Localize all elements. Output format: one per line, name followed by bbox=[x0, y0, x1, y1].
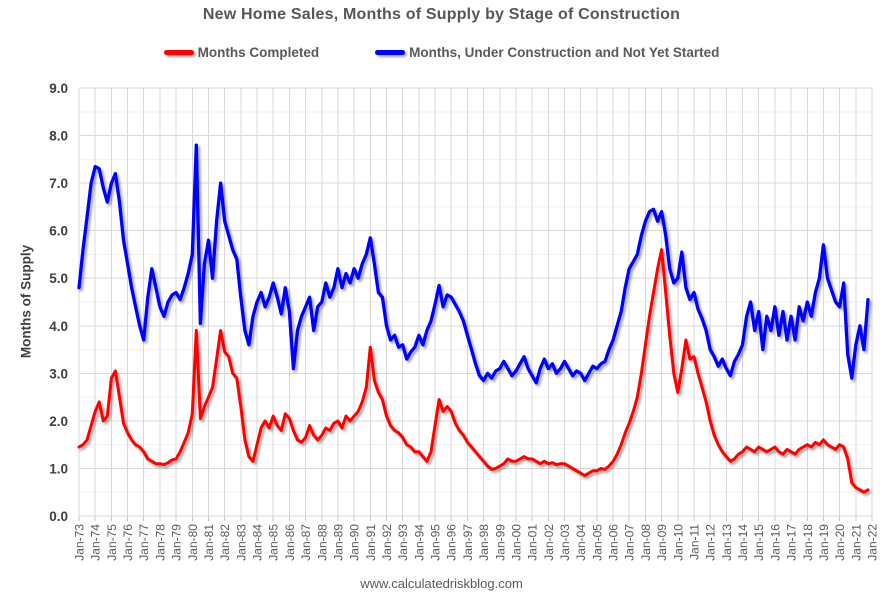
x-tick-label: Jan-16 bbox=[768, 524, 782, 561]
x-tick-label: Jan-12 bbox=[704, 524, 718, 561]
legend: Months Completed Months, Under Construct… bbox=[0, 45, 883, 60]
y-tick-label: 4.0 bbox=[49, 319, 68, 334]
x-tick-label: Jan-18 bbox=[801, 524, 815, 561]
x-tick-label: Jan-07 bbox=[623, 524, 637, 561]
legend-item-completed: Months Completed bbox=[163, 45, 320, 60]
x-tick-label: Jan-20 bbox=[833, 524, 847, 561]
x-tick-label: Jan-86 bbox=[283, 524, 297, 561]
x-tick-label: Jan-01 bbox=[526, 524, 540, 561]
legend-swatch-completed-line bbox=[163, 50, 194, 55]
legend-swatch-under-construction-line bbox=[375, 50, 406, 55]
major-gridlines bbox=[78, 87, 873, 517]
x-tick-label: Jan-22 bbox=[866, 524, 880, 561]
x-tick-label: Jan-83 bbox=[234, 524, 248, 561]
x-tick-label: Jan-73 bbox=[73, 524, 87, 561]
y-tick-label: 1.0 bbox=[49, 461, 68, 476]
x-tick-label: Jan-88 bbox=[315, 524, 329, 561]
y-tick-label: 0.0 bbox=[49, 509, 68, 524]
y-tick-label: 6.0 bbox=[49, 224, 68, 239]
x-tick-label: Jan-78 bbox=[153, 524, 167, 561]
x-tick-label: Jan-77 bbox=[137, 524, 151, 561]
x-tick-label: Jan-79 bbox=[170, 524, 184, 561]
footer-url: www.calculatedriskblog.com bbox=[360, 576, 523, 591]
minor-gridlines bbox=[79, 111, 872, 493]
x-tick-label: Jan-96 bbox=[445, 524, 459, 561]
x-tick-label: Jan-19 bbox=[817, 524, 831, 561]
x-tick-label: Jan-04 bbox=[574, 524, 588, 561]
x-tick-label: Jan-03 bbox=[558, 524, 572, 561]
y-tick-labels: 0.0 1.0 2.0 3.0 4.0 5.0 6.0 7.0 8.0 9.0 bbox=[49, 81, 68, 524]
x-tick-label: Jan-90 bbox=[348, 524, 362, 561]
legend-label-under-construction: Months, Under Construction and Not Yet S… bbox=[409, 45, 720, 60]
x-tick-label: Jan-85 bbox=[267, 524, 281, 561]
x-tick-label: Jan-15 bbox=[752, 524, 766, 561]
x-tick-label: Jan-11 bbox=[687, 524, 701, 560]
legend-item-under-construction: Months, Under Construction and Not Yet S… bbox=[375, 45, 719, 60]
y-tick-label: 7.0 bbox=[49, 176, 68, 191]
x-tick-label: Jan-91 bbox=[364, 524, 378, 561]
x-tick-label: Jan-84 bbox=[251, 524, 265, 561]
x-tick-label: Jan-00 bbox=[509, 524, 523, 561]
x-tick-label: Jan-97 bbox=[461, 524, 475, 561]
series-line-under-construction-not-started bbox=[77, 143, 870, 385]
x-tick-label: Jan-05 bbox=[590, 524, 604, 561]
x-tick-label: Jan-74 bbox=[89, 524, 103, 561]
x-tick-label: Jan-06 bbox=[607, 524, 621, 561]
x-tick-label: Jan-93 bbox=[396, 524, 410, 561]
x-tick-label: Jan-02 bbox=[542, 524, 556, 561]
y-tick-label: 8.0 bbox=[49, 129, 68, 144]
x-tick-label: Jan-82 bbox=[218, 524, 232, 561]
series-line-completed bbox=[77, 248, 870, 494]
x-tick-label: Jan-13 bbox=[720, 524, 734, 561]
x-tick-labels: Jan-73 Jan-74 Jan-75 Jan-76 Jan-77 Jan-78 Jan-… bbox=[73, 524, 880, 561]
x-tick-label: Jan-08 bbox=[639, 524, 653, 561]
x-tick-label: Jan-95 bbox=[429, 524, 443, 561]
x-tick-label: Jan-99 bbox=[493, 524, 507, 561]
y-tick-label: 5.0 bbox=[49, 271, 68, 286]
chart-title: New Home Sales, Months of Supply by Stag… bbox=[202, 6, 681, 23]
x-tick-label: Jan-89 bbox=[331, 524, 345, 561]
x-tick-label: Jan-98 bbox=[477, 524, 491, 561]
y-tick-label: 2.0 bbox=[49, 414, 68, 429]
x-tick-label: Jan-75 bbox=[105, 524, 119, 561]
x-tick-label: Jan-21 bbox=[849, 524, 863, 561]
x-tick-label: Jan-14 bbox=[736, 524, 750, 561]
x-axis-ticks bbox=[78, 516, 873, 521]
x-tick-label: Jan-94 bbox=[412, 524, 426, 561]
x-tick-label: Jan-92 bbox=[380, 524, 394, 561]
x-tick-label: Jan-80 bbox=[186, 524, 200, 561]
legend-label-completed: Months Completed bbox=[197, 45, 320, 60]
x-tick-label: Jan-87 bbox=[299, 524, 313, 561]
x-tick-label: Jan-76 bbox=[121, 524, 135, 561]
y-tick-label: 3.0 bbox=[49, 366, 68, 381]
y-axis-title: Months of Supply bbox=[18, 244, 34, 359]
y-tick-label: 9.0 bbox=[49, 81, 68, 96]
x-tick-label: Jan-17 bbox=[785, 524, 799, 561]
x-tick-label: Jan-81 bbox=[202, 524, 216, 561]
x-tick-label: Jan-10 bbox=[671, 524, 685, 561]
x-tick-label: Jan-09 bbox=[655, 524, 669, 561]
